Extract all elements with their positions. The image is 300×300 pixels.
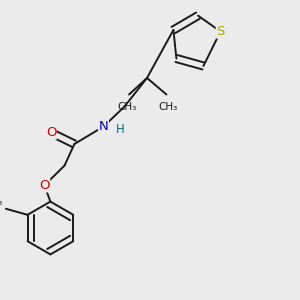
Text: CH₃: CH₃ [118,102,137,112]
Text: S: S [216,25,225,38]
Text: CH₃: CH₃ [158,102,178,112]
Text: CH₃: CH₃ [0,197,2,207]
Text: O: O [46,126,56,139]
Text: O: O [39,179,50,192]
Text: N: N [99,120,108,133]
Text: H: H [116,123,124,136]
